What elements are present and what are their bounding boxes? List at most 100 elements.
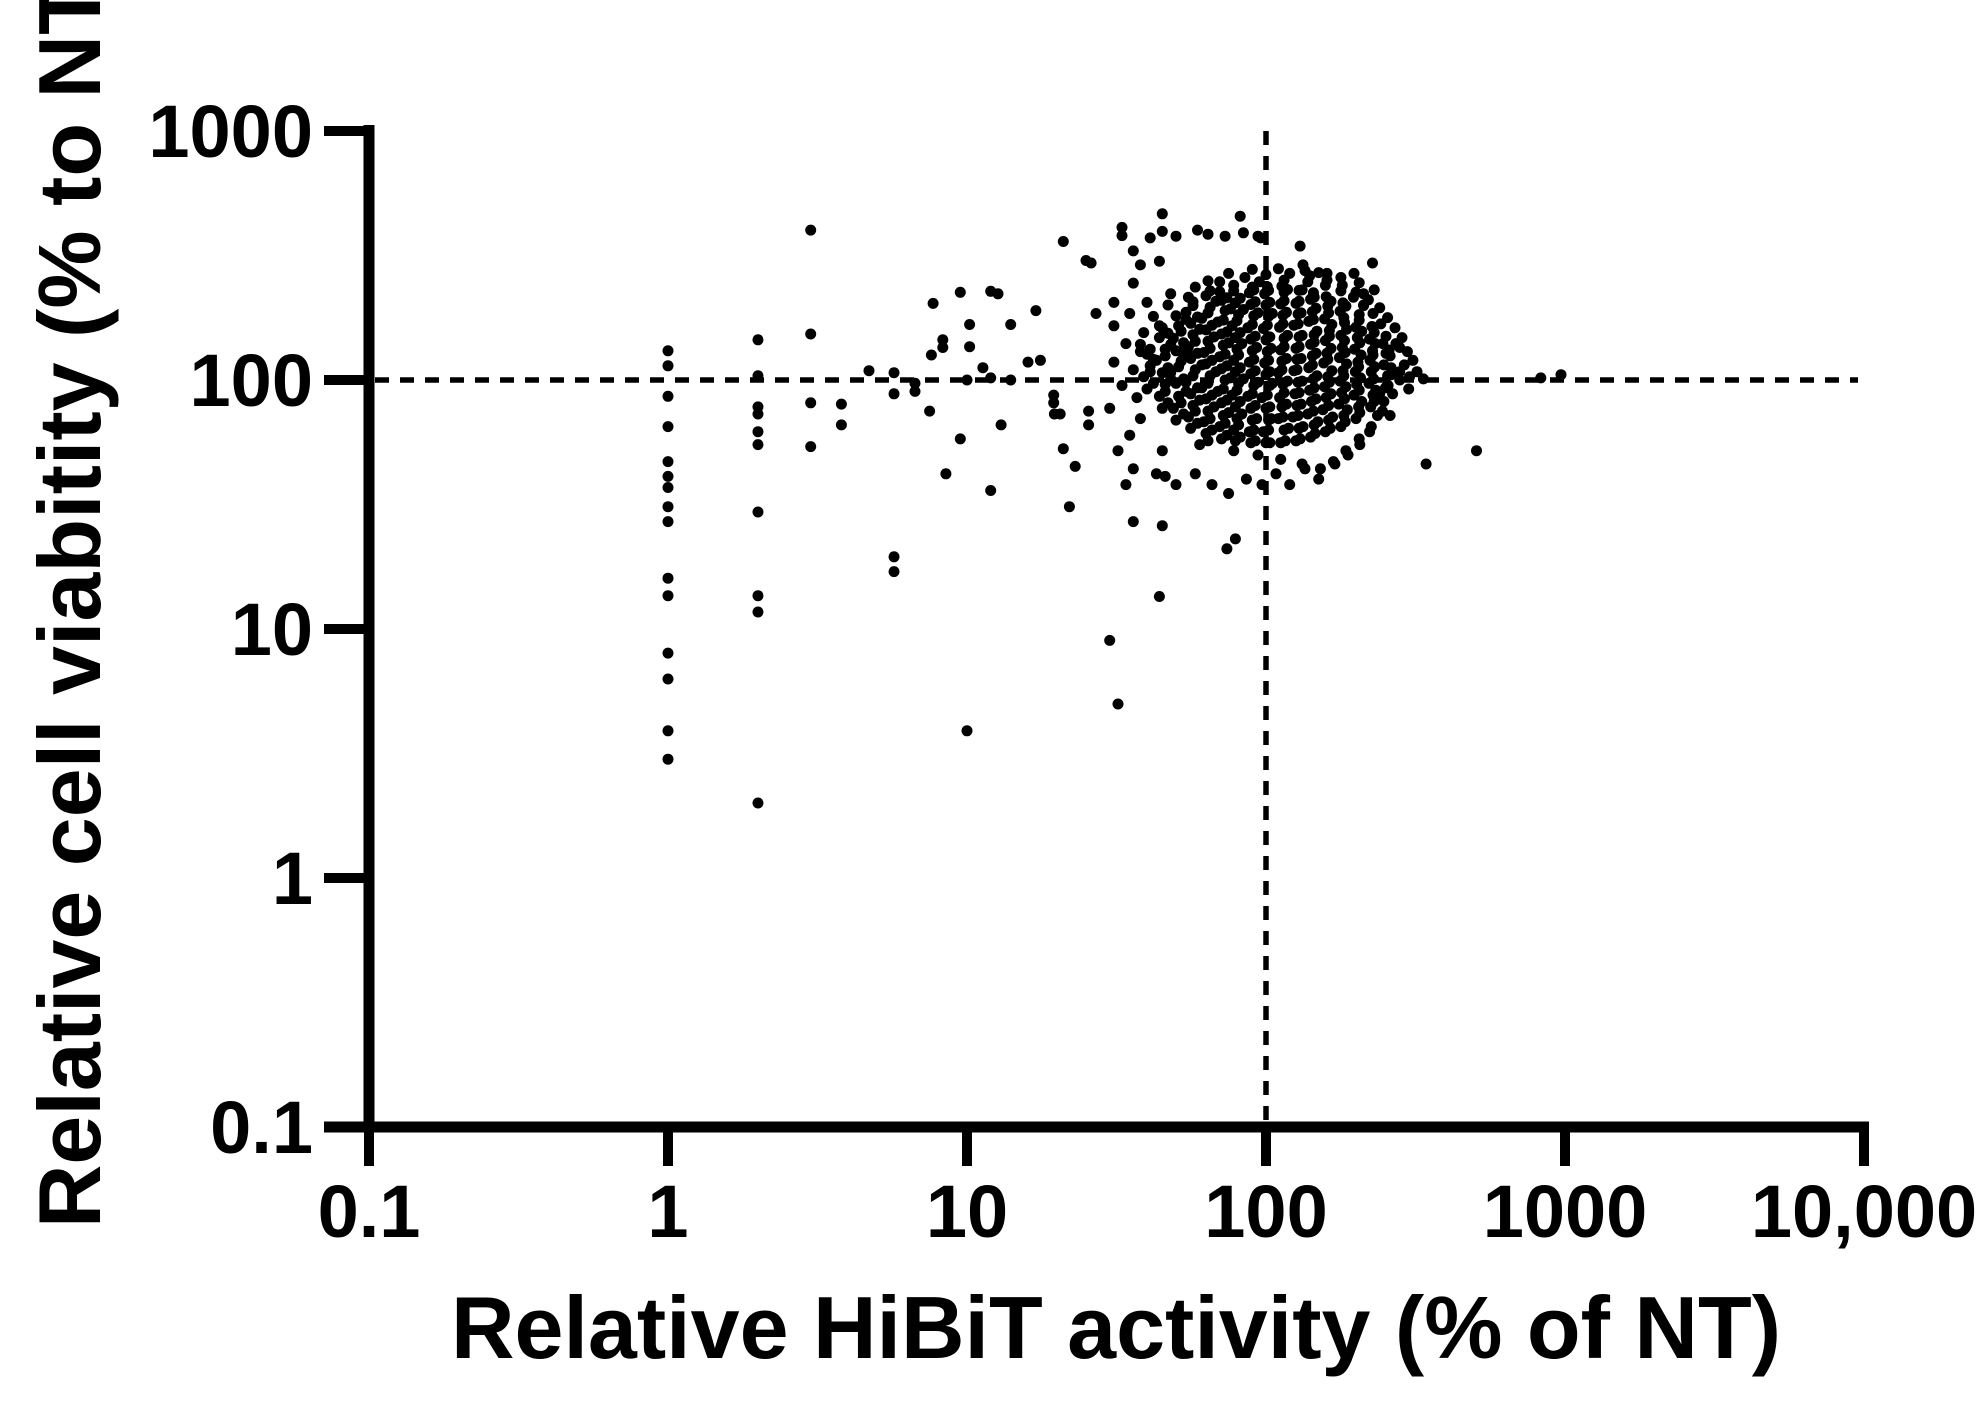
- data-point: [1175, 346, 1187, 358]
- data-point: [1310, 347, 1322, 359]
- data-point: [1194, 439, 1206, 451]
- data-point: [1326, 319, 1338, 330]
- data-point: [1420, 458, 1432, 470]
- data-point: [1231, 315, 1243, 327]
- data-point: [1394, 342, 1406, 353]
- data-point: [1180, 385, 1192, 397]
- data-point: [805, 328, 817, 340]
- data-point: [1228, 445, 1240, 457]
- data-point: [662, 421, 674, 433]
- data-point: [752, 370, 764, 382]
- data-point: [1354, 439, 1366, 451]
- data-point: [1221, 429, 1233, 441]
- data-point: [961, 374, 973, 386]
- data-point: [1325, 342, 1337, 354]
- data-point: [1234, 327, 1246, 339]
- data-point: [1368, 327, 1380, 339]
- data-point: [1266, 308, 1278, 319]
- data-point: [1204, 342, 1216, 354]
- data-point: [1367, 349, 1379, 361]
- data-point: [1144, 343, 1156, 355]
- data-point: [1340, 381, 1352, 393]
- data-point: [1223, 407, 1235, 419]
- data-point: [1083, 405, 1095, 417]
- data-point: [888, 367, 900, 379]
- data-point: [888, 551, 900, 563]
- data-point: [1302, 276, 1314, 288]
- data-point: [1249, 330, 1261, 342]
- data-point: [1338, 370, 1350, 382]
- data-point: [940, 468, 952, 480]
- data-point: [1112, 445, 1124, 457]
- data-point: [1144, 366, 1156, 378]
- data-point: [1380, 330, 1392, 342]
- x-tick-label: 100: [1204, 1170, 1327, 1253]
- data-point: [1293, 295, 1305, 307]
- data-point: [1382, 380, 1394, 391]
- data-point: [1249, 400, 1261, 411]
- y-tick-label: 100: [190, 339, 313, 422]
- data-point: [1182, 291, 1194, 303]
- data-point: [1229, 533, 1241, 545]
- data-point: [1264, 401, 1276, 413]
- x-tick-mark: [962, 1127, 972, 1166]
- data-point: [1127, 364, 1139, 376]
- data-point: [1237, 304, 1249, 315]
- data-point: [1278, 295, 1290, 307]
- data-point: [1173, 361, 1185, 373]
- data-point: [1116, 230, 1128, 242]
- data-point: [1153, 320, 1165, 332]
- x-tick-label: 1000: [1483, 1170, 1648, 1253]
- data-point: [752, 334, 764, 346]
- x-tick-mark: [663, 1127, 673, 1166]
- data-point: [1085, 257, 1097, 269]
- data-point: [1471, 445, 1482, 457]
- data-point: [1120, 338, 1132, 350]
- data-point: [1325, 295, 1337, 307]
- data-point: [1223, 267, 1235, 279]
- data-point: [1192, 311, 1203, 323]
- data-point: [1535, 372, 1547, 384]
- data-point: [1313, 267, 1325, 279]
- data-point: [1234, 396, 1246, 407]
- data-point: [752, 408, 764, 420]
- data-point: [1237, 227, 1249, 239]
- data-point: [1112, 698, 1124, 710]
- data-point: [662, 482, 674, 493]
- data-point: [1048, 397, 1060, 409]
- data-point: [1134, 346, 1146, 358]
- data-point: [1249, 435, 1261, 447]
- data-point: [1280, 353, 1292, 364]
- data-point: [1206, 389, 1218, 401]
- data-point: [1127, 245, 1139, 257]
- data-point: [662, 673, 674, 685]
- data-point: [662, 390, 674, 402]
- data-point: [925, 349, 937, 361]
- data-point: [1384, 410, 1396, 421]
- data-point: [1340, 300, 1352, 312]
- data-point: [1153, 255, 1165, 267]
- data-point: [1355, 349, 1367, 361]
- data-point: [1324, 422, 1336, 434]
- data-point: [1311, 325, 1323, 337]
- data-point: [1411, 366, 1423, 378]
- data-point: [1192, 417, 1203, 429]
- data-point: [1162, 362, 1174, 374]
- data-point: [1153, 332, 1165, 344]
- data-point: [1192, 382, 1203, 394]
- data-point: [1321, 267, 1333, 279]
- data-point: [1283, 422, 1295, 434]
- y-tick-label: 1000: [148, 90, 313, 173]
- data-point: [1364, 426, 1376, 438]
- data-point: [1187, 300, 1199, 312]
- y-tick-label: 10: [231, 588, 313, 671]
- data-point: [1353, 384, 1365, 396]
- data-point: [805, 397, 817, 409]
- data-point: [1234, 431, 1246, 443]
- data-point: [1272, 263, 1284, 275]
- data-point: [1208, 331, 1220, 343]
- data-point: [1284, 479, 1296, 491]
- data-point: [1378, 396, 1390, 407]
- data-point: [1311, 370, 1323, 382]
- data-point: [1153, 591, 1165, 602]
